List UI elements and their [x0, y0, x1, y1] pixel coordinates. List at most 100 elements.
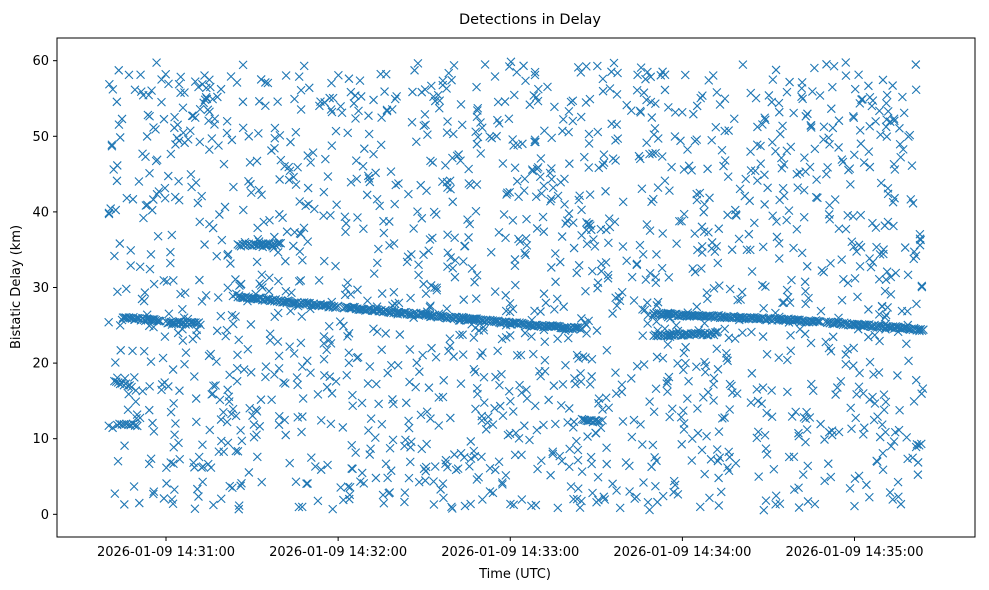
detection-marker	[297, 362, 307, 372]
detection-marker	[297, 255, 307, 265]
detection-marker	[127, 382, 136, 392]
detection-marker	[725, 452, 735, 462]
detection-marker	[394, 298, 404, 308]
detection-marker	[344, 358, 354, 368]
detection-marker	[761, 444, 771, 454]
detection-marker	[379, 498, 389, 508]
detection-marker	[885, 488, 895, 497]
detection-marker	[297, 312, 307, 321]
detection-marker	[690, 267, 700, 277]
detection-marker	[196, 320, 205, 330]
detection-marker	[441, 313, 451, 323]
detection-marker	[576, 368, 585, 378]
detection-marker	[645, 149, 654, 159]
detection-marker	[725, 379, 735, 389]
detection-marker	[546, 470, 555, 480]
y-tick-label: 10	[32, 432, 49, 447]
detection-marker	[316, 415, 326, 425]
detection-marker	[124, 70, 134, 80]
detection-marker	[306, 158, 315, 167]
detection-marker	[687, 456, 697, 465]
detection-marker	[890, 427, 900, 437]
detection-marker	[699, 207, 709, 217]
detection-marker	[714, 501, 724, 510]
detection-marker	[120, 441, 129, 451]
detection-marker	[588, 235, 598, 244]
detection-marker	[758, 383, 768, 392]
detection-marker	[574, 260, 584, 270]
detection-marker	[573, 445, 583, 455]
detection-marker	[476, 149, 486, 158]
detection-marker	[176, 289, 185, 299]
detection-marker	[420, 110, 430, 119]
detection-marker	[746, 88, 756, 98]
detection-marker	[664, 272, 674, 282]
detection-marker	[598, 86, 608, 96]
detection-marker	[841, 71, 851, 80]
detection-marker	[585, 379, 595, 389]
x-tick-label: 2026-01-09 14:33:00	[441, 545, 579, 560]
detection-marker	[539, 227, 549, 237]
detection-marker	[365, 177, 375, 187]
detection-marker	[152, 189, 162, 199]
detection-marker	[794, 483, 803, 493]
detection-marker	[378, 490, 388, 500]
detection-marker	[162, 479, 171, 488]
detection-marker	[918, 384, 928, 393]
detection-marker	[599, 150, 609, 159]
detection-marker	[645, 505, 654, 515]
detection-marker	[197, 297, 207, 306]
detection-marker	[866, 262, 876, 272]
detection-marker	[906, 195, 916, 204]
detection-marker	[889, 114, 899, 124]
detection-marker	[858, 94, 867, 104]
detection-marker	[473, 389, 482, 399]
detection-marker	[295, 197, 305, 206]
detection-marker	[904, 132, 913, 141]
detection-marker	[107, 141, 117, 151]
detection-marker	[611, 368, 620, 378]
detection-marker	[902, 432, 912, 442]
detection-marker	[431, 352, 441, 362]
detection-marker	[223, 438, 233, 448]
detection-marker	[721, 348, 731, 358]
detection-marker	[550, 419, 560, 429]
detection-marker	[331, 377, 341, 386]
detection-marker	[408, 87, 417, 97]
detection-marker	[186, 169, 196, 179]
detection-marker	[747, 327, 756, 337]
detection-marker	[112, 176, 122, 186]
detection-marker	[577, 467, 587, 477]
detection-marker	[163, 382, 173, 391]
detection-marker	[500, 97, 510, 106]
detection-marker	[477, 495, 487, 504]
detection-marker	[231, 411, 241, 421]
detection-marker	[712, 241, 722, 251]
detection-marker	[170, 430, 179, 440]
x-tick-label: 2026-01-09 14:35:00	[785, 545, 923, 560]
detection-marker	[895, 139, 905, 149]
detection-marker	[326, 210, 335, 220]
detection-marker	[778, 121, 787, 131]
detection-marker	[795, 168, 805, 178]
detection-marker	[510, 450, 520, 460]
detection-marker	[197, 191, 207, 201]
detection-marker	[225, 370, 235, 380]
detection-marker	[254, 96, 264, 106]
detection-marker	[572, 268, 582, 278]
detection-marker	[672, 239, 681, 248]
detection-marker	[663, 387, 672, 397]
detection-marker	[112, 97, 122, 107]
detection-marker	[870, 330, 880, 340]
detection-marker	[612, 120, 622, 130]
detection-marker	[871, 223, 881, 233]
detection-marker	[714, 281, 724, 291]
detection-marker	[227, 135, 237, 145]
detection-marker	[183, 135, 193, 144]
detection-marker	[900, 243, 910, 252]
detection-marker	[252, 257, 262, 267]
detection-marker	[848, 111, 858, 121]
detection-marker	[720, 324, 730, 334]
detection-marker	[908, 198, 918, 208]
detection-marker	[364, 426, 373, 435]
